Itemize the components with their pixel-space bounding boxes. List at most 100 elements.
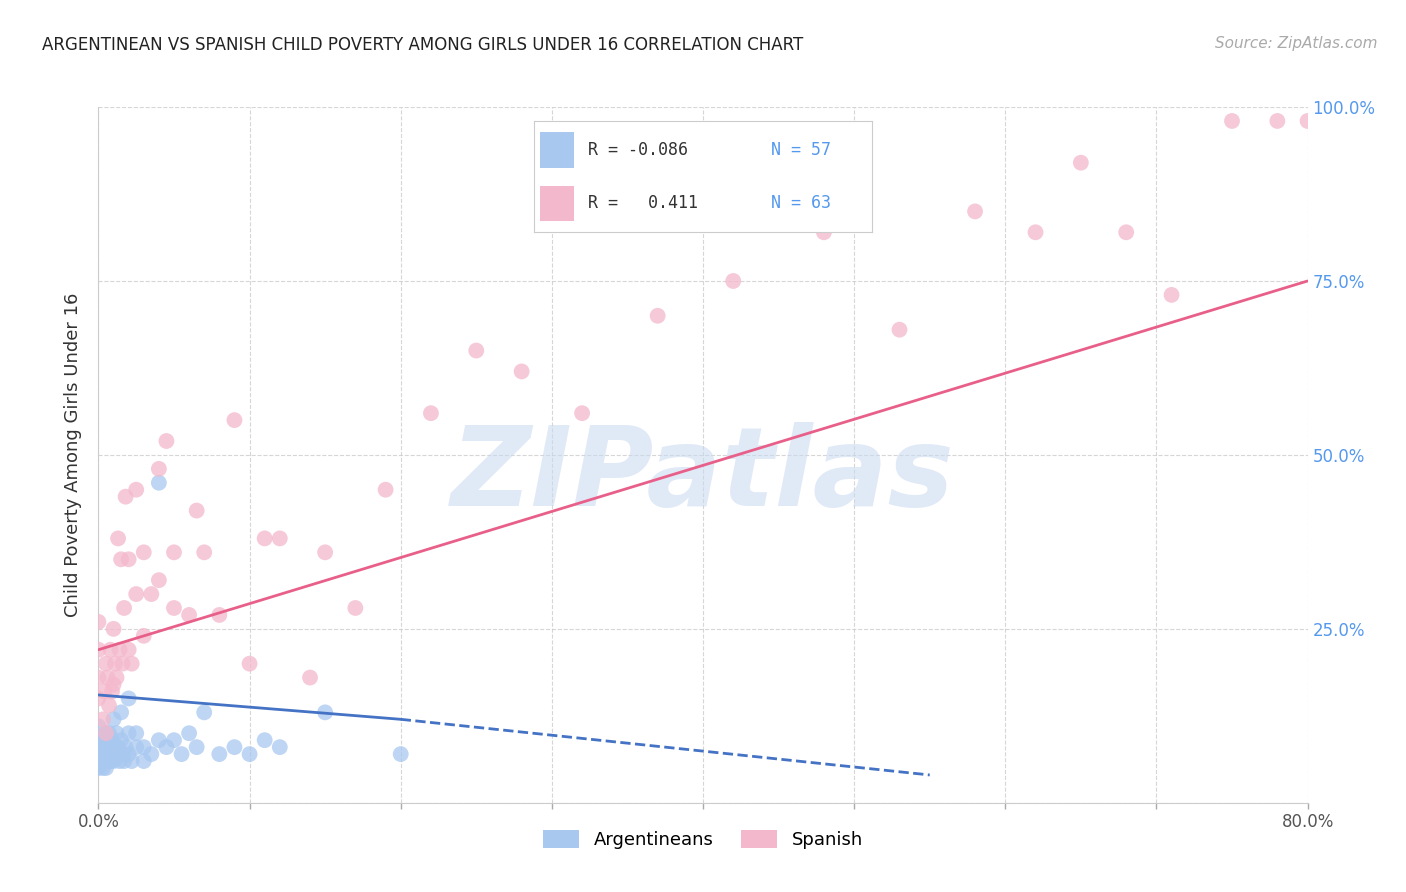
Point xyxy=(111,747,134,761)
Point xyxy=(186,503,208,517)
Point xyxy=(94,657,117,671)
Point xyxy=(98,726,121,740)
Point xyxy=(87,642,110,657)
Point xyxy=(87,671,110,685)
Point xyxy=(420,406,443,420)
Point xyxy=(269,532,291,546)
Point xyxy=(224,740,246,755)
Point xyxy=(148,462,170,476)
Text: ARGENTINEAN VS SPANISH CHILD POVERTY AMONG GIRLS UNDER 16 CORRELATION CHART: ARGENTINEAN VS SPANISH CHILD POVERTY AMO… xyxy=(42,36,803,54)
Point xyxy=(87,719,110,733)
Y-axis label: Child Poverty Among Girls Under 16: Child Poverty Among Girls Under 16 xyxy=(65,293,83,617)
Point xyxy=(125,726,148,740)
Point xyxy=(96,733,118,747)
Point xyxy=(374,483,396,497)
Point xyxy=(114,490,136,504)
Point xyxy=(91,747,114,761)
Legend: Argentineans, Spanish: Argentineans, Spanish xyxy=(536,822,870,856)
Point xyxy=(723,274,745,288)
Point xyxy=(101,684,124,698)
Point xyxy=(118,747,141,761)
Point xyxy=(253,532,276,546)
Point xyxy=(314,545,336,559)
Point xyxy=(163,733,186,747)
Point xyxy=(208,747,231,761)
Point xyxy=(141,587,163,601)
Point xyxy=(1220,114,1243,128)
Point xyxy=(125,483,148,497)
Point xyxy=(163,545,186,559)
Point xyxy=(96,671,118,685)
Point xyxy=(1115,225,1137,239)
Point xyxy=(148,573,170,587)
Point xyxy=(132,545,155,559)
Point xyxy=(132,754,155,768)
Point xyxy=(148,733,170,747)
Point xyxy=(465,343,488,358)
Point xyxy=(100,754,122,768)
Point xyxy=(94,761,117,775)
Point xyxy=(91,712,114,726)
Point xyxy=(103,754,125,768)
Point xyxy=(87,747,110,761)
Point xyxy=(96,754,118,768)
Point xyxy=(813,225,835,239)
Point xyxy=(98,747,121,761)
Point xyxy=(647,309,669,323)
Point xyxy=(87,754,110,768)
Point xyxy=(93,733,115,747)
Point xyxy=(193,545,215,559)
Point xyxy=(94,726,117,740)
Point xyxy=(87,615,110,629)
Point xyxy=(571,406,593,420)
Point xyxy=(94,726,117,740)
Point xyxy=(107,740,129,755)
Point xyxy=(239,747,262,761)
Point xyxy=(105,747,128,761)
Point xyxy=(110,706,132,720)
Point xyxy=(103,677,125,691)
Point xyxy=(118,552,141,566)
Text: ZIPatlas: ZIPatlas xyxy=(451,422,955,529)
Point xyxy=(1160,288,1182,302)
Point xyxy=(889,323,911,337)
Point xyxy=(103,622,125,636)
Point xyxy=(224,413,246,427)
Point xyxy=(110,552,132,566)
Point xyxy=(344,601,367,615)
Point xyxy=(239,657,262,671)
Point xyxy=(148,475,170,490)
Point xyxy=(208,607,231,622)
Point xyxy=(155,740,177,755)
Point xyxy=(93,754,115,768)
Point xyxy=(121,657,143,671)
Point xyxy=(94,740,117,755)
Point xyxy=(1296,114,1319,128)
Point xyxy=(170,747,193,761)
Point xyxy=(87,733,110,747)
Point xyxy=(141,747,163,761)
Point xyxy=(114,740,136,755)
Point xyxy=(510,364,533,378)
Point xyxy=(87,740,110,755)
Point xyxy=(1024,225,1046,239)
Point xyxy=(179,607,201,622)
Point xyxy=(186,740,208,755)
Point xyxy=(98,698,121,713)
Point xyxy=(121,754,143,768)
Point xyxy=(87,761,110,775)
Point xyxy=(104,657,127,671)
Text: Source: ZipAtlas.com: Source: ZipAtlas.com xyxy=(1215,36,1378,51)
Point xyxy=(112,601,135,615)
Point xyxy=(125,740,148,755)
Point xyxy=(132,629,155,643)
Point xyxy=(110,733,132,747)
Point xyxy=(1267,114,1289,128)
Point xyxy=(105,726,128,740)
Point xyxy=(314,706,336,720)
Point xyxy=(103,740,125,755)
Point xyxy=(1070,155,1092,169)
Point xyxy=(112,754,135,768)
Point xyxy=(193,706,215,720)
Point xyxy=(118,726,141,740)
